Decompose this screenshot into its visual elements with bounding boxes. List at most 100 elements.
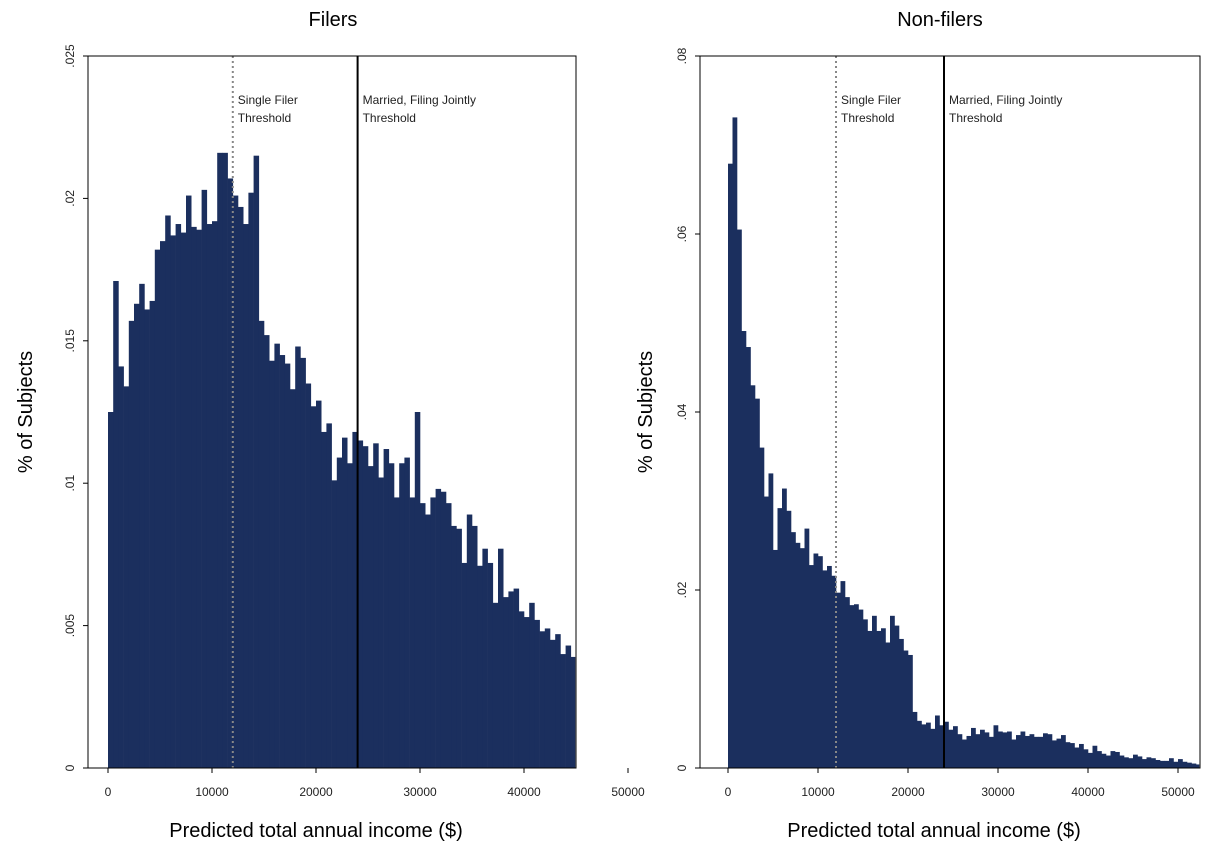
bars <box>728 117 1200 769</box>
bar <box>430 497 436 768</box>
y-tick-label: .08 <box>675 47 689 64</box>
bar <box>782 488 787 768</box>
bar <box>154 249 161 768</box>
bar <box>331 480 338 768</box>
bar <box>791 532 796 768</box>
bar <box>881 628 886 768</box>
bar <box>498 548 504 768</box>
y-tick-label: 0 <box>63 764 77 771</box>
bar <box>935 715 940 768</box>
bar <box>1160 760 1165 768</box>
annotation-1-line-1: Single Filer <box>238 93 298 107</box>
bar <box>957 734 963 768</box>
bar <box>108 412 114 768</box>
bar <box>373 443 379 768</box>
bar <box>295 346 301 768</box>
bar <box>728 163 733 768</box>
bar <box>944 721 949 768</box>
bar <box>732 117 738 768</box>
bar <box>503 597 509 768</box>
bar <box>134 303 140 768</box>
x-tick-label: 0 <box>725 785 732 799</box>
bar <box>1119 755 1125 768</box>
bar <box>962 739 967 768</box>
bar <box>849 605 855 768</box>
bar <box>243 224 249 768</box>
bar <box>1142 759 1147 768</box>
bar <box>876 630 882 768</box>
bar <box>809 565 814 768</box>
bar <box>388 463 395 768</box>
bar <box>1133 754 1138 768</box>
x-tick-label: 10000 <box>195 785 229 799</box>
bar <box>383 449 390 768</box>
bar <box>425 514 431 768</box>
bar <box>456 528 462 768</box>
bar <box>737 229 742 769</box>
bar <box>1092 745 1098 768</box>
bar <box>989 736 994 768</box>
bar <box>326 423 332 768</box>
bar <box>890 615 895 768</box>
bar <box>1151 758 1156 768</box>
bar <box>800 548 805 768</box>
bar <box>477 565 483 768</box>
bar <box>998 731 1003 768</box>
bar <box>1169 758 1174 768</box>
bar <box>378 477 384 768</box>
bar <box>139 283 145 768</box>
bar <box>1097 751 1102 768</box>
bar <box>1191 763 1197 768</box>
annotation-1-line-2: Threshold <box>841 111 894 125</box>
bar <box>570 656 576 768</box>
bar <box>984 732 990 768</box>
plot-frame <box>87 55 577 769</box>
bar <box>845 597 850 768</box>
bar <box>908 654 913 768</box>
x-tick-label: 30000 <box>981 785 1015 799</box>
bar <box>1128 758 1134 768</box>
bar <box>508 591 514 768</box>
bar <box>191 226 197 768</box>
bar <box>818 556 823 768</box>
bar <box>1187 762 1192 768</box>
bar <box>971 727 976 768</box>
bar <box>279 355 286 768</box>
bar <box>232 195 239 769</box>
bar <box>180 232 187 768</box>
bar <box>472 525 478 768</box>
x-tick-label: 50000 <box>1161 785 1195 799</box>
bar <box>435 488 442 768</box>
x-tick-label: 40000 <box>1071 785 1105 799</box>
bar <box>253 155 260 768</box>
bar <box>1043 733 1048 768</box>
bar <box>1164 760 1170 768</box>
bar <box>284 363 291 768</box>
bar <box>206 224 213 768</box>
bar <box>921 724 927 768</box>
y-tick-label: .025 <box>63 44 77 68</box>
bar <box>980 729 985 768</box>
bar <box>352 431 358 768</box>
chart-panel-2: Single Filer Threshold Married, Filing Joi… <box>635 9 1201 842</box>
chart-title: Filers <box>309 9 358 31</box>
bar <box>1029 734 1035 768</box>
bar <box>482 548 488 768</box>
bar <box>899 638 904 768</box>
bar <box>746 347 751 768</box>
bar <box>222 152 228 768</box>
bar <box>513 588 520 768</box>
chart-title: Non-filers <box>897 9 983 31</box>
bar <box>534 619 540 768</box>
bar <box>394 497 400 768</box>
bar <box>795 542 801 768</box>
annotation-2-line-1: Married, Filing Jointly <box>363 93 476 107</box>
bar <box>321 431 327 768</box>
bar <box>1020 731 1026 768</box>
bar <box>414 412 421 768</box>
bars <box>108 152 576 769</box>
bar <box>1178 759 1183 768</box>
bar <box>1007 731 1012 768</box>
annotation-2-line-2: Threshold <box>363 111 416 125</box>
bar <box>1011 739 1017 768</box>
